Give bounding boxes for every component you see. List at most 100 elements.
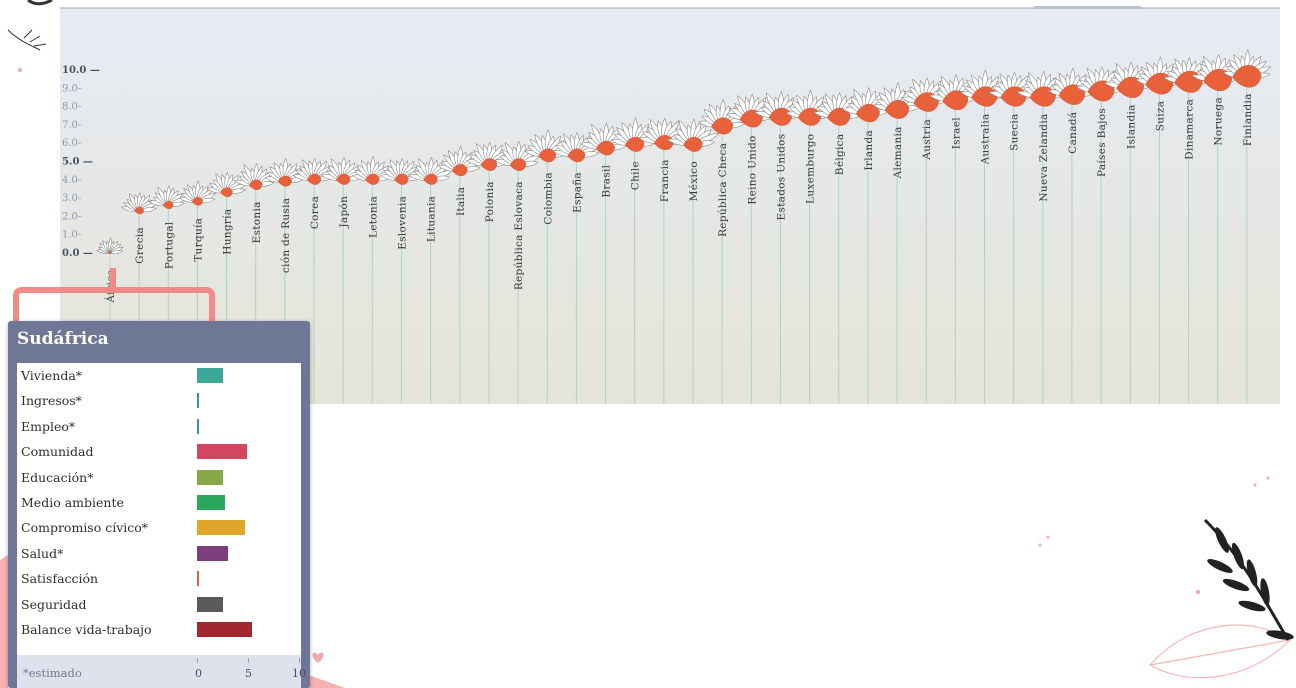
country-label-colombia[interactable]: Colombia [542,172,554,225]
country-label-finlandia[interactable]: Finlandia [1242,93,1254,146]
flower-reino-unido[interactable] [725,93,777,128]
y-tick-label: 2.0- [62,211,81,222]
indicator-bar-salud [197,545,228,561]
indicator-bar-educacion [197,469,223,485]
indicator-label: Vivienda* [21,368,83,383]
country-label-letonia[interactable]: Letonia [367,196,379,238]
flower-core-noruega [1203,68,1233,91]
country-label-estonia[interactable]: Estonia [251,201,263,243]
indicator-label: Empleo* [21,418,76,434]
flower-core-irlanda [855,103,880,123]
country-label-brasil[interactable]: Brasil [601,164,613,197]
country-label-alemania[interactable]: Alemania [892,126,904,179]
tooltip-axis-label-5: 5 [245,667,252,680]
country-label-republica-eslovaca[interactable]: República Eslovaca [513,181,525,290]
tooltip-footer: *estimado 0 5 10 [17,655,306,688]
flower-polonia[interactable] [465,141,513,171]
tooltip-axis-tick-0 [197,658,198,663]
flower-chile[interactable] [610,117,660,152]
country-label-mexico[interactable]: México [688,161,700,201]
flower-core-lituania [423,173,438,185]
country-label-austria[interactable]: Austria [921,119,933,161]
flower-corea[interactable] [292,157,337,185]
country-label-irlanda[interactable]: Irlanda [863,130,875,171]
country-label-estados-unidos[interactable]: Estados Unidos [775,134,787,221]
flower-core-eslovenia [394,173,409,185]
country-label-chile[interactable]: Chile [630,161,642,190]
flower-core-colombia [538,148,557,163]
flower-core-federacion-de-rusia [277,175,292,187]
indicator-row-balance-vida-trabajo[interactable]: Balance vida-trabajo [17,619,301,643]
y-tick-label: 4.0- [62,175,81,186]
decorative-leaf-topleft [27,0,53,6]
country-label-federacion-de-rusia[interactable]: ción de Rusia [280,198,292,274]
country-label-lituania[interactable]: Lituania [426,196,438,242]
indicator-row-satisfaccion[interactable]: Satisfacción [17,568,301,592]
flower-core-belgica [827,107,851,126]
country-label-islandia[interactable]: Islandia [1125,104,1137,149]
country-label-grecia[interactable]: Grecia [134,227,146,264]
indicator-row-vivienda[interactable]: Vivienda* [17,365,301,389]
flower-grecia[interactable] [120,192,158,215]
country-label-dinamarca[interactable]: Dinamarca [1184,99,1196,160]
flower-turquia[interactable] [178,180,217,206]
country-label-corea[interactable]: Corea [309,196,321,229]
country-label-eslovenia[interactable]: Eslovenia [397,196,409,250]
country-label-turquia[interactable]: Turquía [192,218,204,262]
flower-core-finlandia [1232,65,1262,88]
country-label-francia[interactable]: Francia [659,159,671,202]
indicator-row-educacion[interactable]: Educación* [17,467,301,491]
country-label-canada[interactable]: Canadá [1067,112,1079,154]
country-label-paises-bajos[interactable]: Países Bajos [1096,108,1108,177]
country-label-luxemburgo[interactable]: Luxemburgo [805,134,817,204]
country-label-nueva-zelandia[interactable]: Nueva Zelandia [1038,113,1050,201]
flower-core-corea [306,173,322,185]
y-tick-label: 3.0- [62,193,81,204]
tooltip-indicator-list: Vivienda* Ingresos* Empleo* Comunidad Educac… [17,363,301,655]
flower-lituania[interactable] [408,156,454,185]
country-label-australia[interactable]: Australia [980,113,992,165]
flower-canada[interactable] [1047,67,1097,105]
country-label-noruega[interactable]: Noruega [1213,97,1225,146]
country-label-hungria[interactable]: Hungría [222,209,234,255]
flower-mexico[interactable] [666,118,720,152]
country-label-reino-unido[interactable]: Reino Unido [746,135,758,204]
country-label-portugal[interactable]: Portugal [163,221,175,269]
flower-eslovenia[interactable] [379,157,424,185]
country-label-polonia[interactable]: Polonia [484,181,496,222]
country-label-israel[interactable]: Israel [950,117,962,150]
flower-core-hungria [220,187,233,197]
indicator-row-comunidad[interactable]: Comunidad [17,441,301,465]
country-label-suecia[interactable]: Suecia [1009,113,1021,150]
flower-core-republica-checa [711,117,734,135]
flower-estonia[interactable] [233,162,279,190]
flower-core-letonia [365,173,380,185]
indicator-row-medio-ambiente[interactable]: Medio ambiente [17,492,301,516]
flower-core-espana [567,148,586,163]
flower-sudafrica[interactable] [96,237,124,255]
country-label-japon[interactable]: Japón [338,196,350,229]
indicator-row-compromiso-civico[interactable]: Compromiso cívico* [17,517,301,541]
country-label-republica-checa[interactable]: República Checa [717,143,729,237]
indicator-row-salud[interactable]: Salud* [17,543,301,567]
indicator-bar-satisfaccion [197,571,199,587]
flower-core-canada [1058,84,1086,105]
flower-alemania[interactable] [872,82,922,119]
country-label-espana[interactable]: España [571,172,583,213]
decorative-dot [1253,483,1257,487]
flower-finlandia[interactable] [1222,49,1272,88]
flower-italia[interactable] [438,145,482,177]
flower-hungria[interactable] [206,172,248,197]
indicator-row-empleo[interactable]: Empleo* [17,416,301,440]
indicator-bar-compromiso-civico [197,520,245,536]
petal [109,250,124,255]
indicator-row-seguridad[interactable]: Seguridad [17,594,301,618]
country-label-belgica[interactable]: Bélgica [834,134,846,176]
country-label-suiza[interactable]: Suiza [1154,101,1166,132]
country-label-italia[interactable]: Italia [455,187,467,216]
y-tick-label: 1.0- [62,230,81,241]
indicator-row-ingresos[interactable]: Ingresos* [17,390,301,414]
y-tick-label: 5.0 — [62,157,93,168]
indicator-label: Compromiso cívico* [21,520,149,536]
